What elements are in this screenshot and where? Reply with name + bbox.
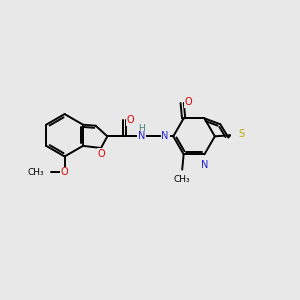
- Text: S: S: [238, 129, 244, 139]
- Text: N: N: [161, 131, 169, 141]
- Text: H: H: [138, 124, 145, 134]
- Text: O: O: [61, 167, 68, 177]
- Text: O: O: [127, 116, 135, 125]
- Text: CH₃: CH₃: [28, 168, 44, 177]
- Text: O: O: [98, 149, 105, 159]
- Text: N: N: [201, 160, 208, 170]
- Text: O: O: [185, 98, 193, 107]
- Text: N: N: [138, 131, 145, 141]
- Text: CH₃: CH₃: [174, 175, 190, 184]
